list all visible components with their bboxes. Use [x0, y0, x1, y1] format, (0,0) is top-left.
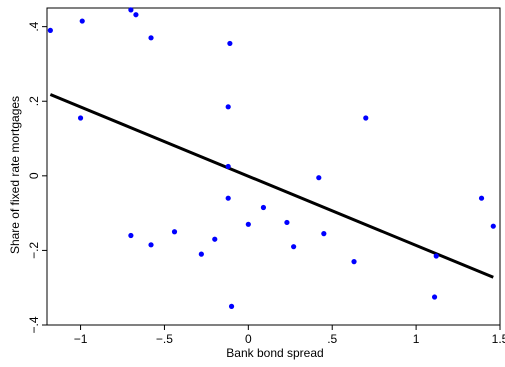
data-point: [79, 18, 85, 24]
y-tick-label: 0: [27, 172, 41, 179]
data-point: [431, 294, 438, 300]
data-point: [198, 251, 204, 257]
x-axis-label: Bank bond spread: [226, 346, 323, 360]
x-tick-label: −1: [74, 332, 88, 346]
data-point: [316, 175, 322, 181]
data-point: [228, 303, 235, 309]
fit-line-layer: [49, 93, 494, 279]
data-points: [47, 7, 496, 309]
data-point: [128, 7, 134, 13]
x-tick-label: .5: [327, 332, 337, 346]
plot-frame: [46, 7, 501, 326]
fit-line: [49, 93, 494, 279]
plot-border: [46, 7, 501, 326]
data-point: [171, 229, 178, 235]
data-point: [148, 242, 154, 248]
data-point: [225, 104, 231, 110]
data-point: [128, 232, 134, 239]
data-point: [363, 115, 369, 121]
x-tick-label: 1: [413, 332, 420, 346]
data-point: [212, 236, 218, 242]
x-axis-ticks: −1 −.5 0 .5 1 1.5: [74, 325, 505, 346]
data-point: [227, 40, 233, 47]
data-point: [433, 253, 439, 259]
data-point: [133, 12, 139, 18]
data-point: [47, 27, 53, 33]
y-axis-label: Share of fixed rate mortgages: [8, 96, 22, 254]
x-tick-label: −.5: [156, 332, 173, 346]
data-point: [321, 231, 327, 237]
data-point: [225, 195, 231, 201]
data-point: [351, 259, 357, 265]
y-axis-ticks: −.4 −.2 0 .2 .4: [27, 21, 47, 334]
y-tick-label: .4: [27, 21, 41, 31]
data-point: [225, 163, 231, 170]
data-point: [490, 223, 496, 229]
x-tick-label: 1.5: [492, 332, 505, 346]
data-point: [284, 219, 290, 226]
data-point: [291, 244, 297, 250]
x-tick-label: 0: [245, 332, 252, 346]
y-tick-label: −.2: [27, 242, 41, 259]
data-point: [260, 204, 267, 211]
y-tick-label: −.4: [27, 316, 41, 333]
data-point: [478, 195, 485, 201]
data-point: [77, 115, 84, 121]
y-tick-label: .2: [27, 96, 41, 106]
data-point: [148, 35, 154, 41]
data-point: [245, 221, 251, 227]
